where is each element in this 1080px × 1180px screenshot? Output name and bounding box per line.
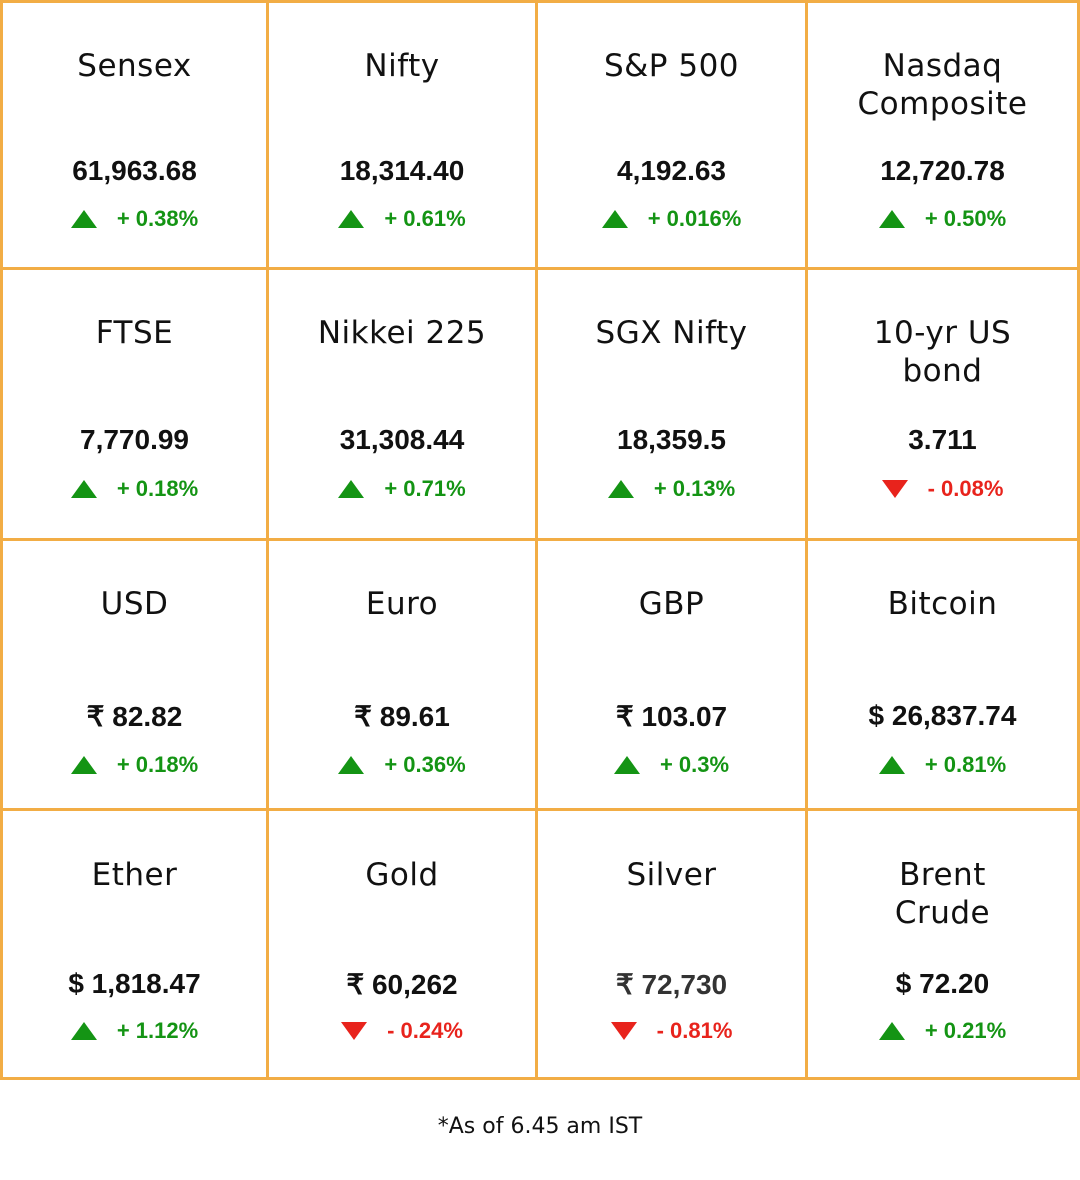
up-arrow-icon: [338, 756, 365, 774]
market-change: + 0.18%: [116, 476, 199, 501]
up-arrow-icon: [878, 1022, 905, 1040]
market-card-silver: Silver ₹ 72,730 - 0.81%: [538, 811, 808, 1077]
market-card-bitcoin: Bitcoin $ 26,837.74 + 0.81%: [808, 541, 1077, 811]
change-row: + 0.50%: [808, 203, 1077, 235]
market-change: - 0.08%: [927, 476, 1004, 501]
market-card-euro: Euro ₹ 89.61 + 0.36%: [269, 541, 538, 811]
change-row: + 1.12%: [3, 1015, 266, 1047]
up-arrow-icon: [70, 756, 97, 774]
up-arrow-icon: [613, 756, 640, 774]
change-row: + 0.81%: [808, 749, 1077, 781]
change-row: + 0.13%: [538, 473, 805, 505]
market-change: + 0.13%: [653, 476, 736, 501]
market-value: 12,720.78: [880, 155, 1005, 186]
market-change: + 0.61%: [384, 206, 466, 231]
market-name: USD: [100, 586, 169, 622]
market-change: + 0.016%: [647, 206, 742, 231]
market-value: $ 72.20: [895, 968, 990, 999]
market-card-usd: USD ₹ 82.82 + 0.18%: [3, 541, 269, 811]
market-name: Nikkei 225: [317, 315, 487, 351]
change-row: - 0.24%: [269, 1015, 535, 1047]
change-row: + 0.3%: [538, 749, 805, 781]
market-value: 31,308.44: [339, 424, 465, 455]
up-arrow-icon: [70, 210, 97, 228]
up-arrow-icon: [338, 480, 365, 498]
market-card-nasdaq: Nasdaq Composite 12,720.78 + 0.50%: [808, 3, 1077, 270]
up-arrow-icon: [70, 480, 97, 498]
down-arrow-icon: [610, 1022, 637, 1040]
market-card-brent-crude: Brent Crude $ 72.20 + 0.21%: [808, 811, 1077, 1077]
market-change: + 0.18%: [116, 752, 199, 777]
market-value: ₹ 89.61: [354, 701, 450, 732]
market-value: 18,314.40: [339, 155, 465, 186]
down-arrow-icon: [881, 480, 908, 498]
up-arrow-icon: [607, 480, 634, 498]
market-change: + 1.12%: [116, 1018, 199, 1043]
market-name: Nifty: [364, 48, 440, 84]
down-arrow-icon: [341, 1022, 368, 1040]
market-value: 3.711: [908, 424, 977, 455]
market-name: SGX Nifty: [595, 315, 748, 351]
market-value: 61,963.68: [72, 155, 197, 186]
market-value: ₹ 72,730: [615, 969, 728, 1000]
change-row: + 0.18%: [3, 473, 266, 505]
market-name: FTSE: [95, 315, 174, 351]
market-change: + 0.38%: [116, 206, 199, 231]
up-arrow-icon: [878, 210, 905, 228]
market-card-sensex: Sensex 61,963.68 + 0.38%: [3, 3, 269, 270]
up-arrow-icon: [70, 1022, 97, 1040]
market-name: S&P 500: [603, 48, 740, 84]
market-name: 10-yr US bond: [873, 315, 1012, 389]
market-change: - 0.24%: [387, 1018, 463, 1043]
market-change: + 0.36%: [384, 752, 466, 777]
market-card-us-bond: 10-yr US bond 3.711 - 0.08%: [808, 270, 1077, 541]
market-name: Bitcoin: [887, 586, 998, 622]
up-arrow-icon: [338, 210, 365, 228]
market-change: + 0.3%: [659, 752, 730, 777]
market-name: Ether: [91, 857, 178, 893]
market-name: Nasdaq Composite: [857, 48, 1028, 122]
change-row: + 0.38%: [3, 203, 266, 235]
market-name: GBP: [638, 586, 705, 622]
change-row: + 0.18%: [3, 749, 266, 781]
market-card-gold: Gold ₹ 60,262 - 0.24%: [269, 811, 538, 1077]
market-card-sp500: S&P 500 4,192.63 + 0.016%: [538, 3, 808, 270]
market-value: 4,192.63: [617, 155, 726, 186]
market-change: + 0.81%: [924, 752, 1007, 777]
market-name: Sensex: [77, 48, 192, 84]
market-value: ₹ 60,262: [346, 969, 458, 1000]
market-value: 7,770.99: [80, 424, 189, 455]
change-row: + 0.71%: [269, 473, 535, 505]
change-row: + 0.36%: [269, 749, 535, 781]
change-row: + 0.21%: [808, 1015, 1077, 1047]
market-card-nifty: Nifty 18,314.40 + 0.61%: [269, 3, 538, 270]
change-row: - 0.81%: [538, 1015, 805, 1047]
market-card-ftse: FTSE 7,770.99 + 0.18%: [3, 270, 269, 541]
market-card-ether: Ether $ 1,818.47 + 1.12%: [3, 811, 269, 1077]
timestamp-footnote: *As of 6.45 am IST: [437, 1114, 643, 1139]
market-change: + 0.50%: [924, 206, 1007, 231]
market-value: ₹ 82.82: [86, 701, 183, 732]
market-grid: Sensex 61,963.68 + 0.38% Nifty 18,314.40…: [0, 0, 1080, 1080]
market-value: 18,359.5: [617, 424, 726, 455]
market-change: - 0.81%: [656, 1018, 733, 1043]
market-card-sgx-nifty: SGX Nifty 18,359.5 + 0.13%: [538, 270, 808, 541]
up-arrow-icon: [601, 210, 628, 228]
market-name: Silver: [626, 857, 717, 893]
market-change: + 0.71%: [384, 476, 466, 501]
market-value: $ 26,837.74: [868, 700, 1017, 731]
market-card-nikkei: Nikkei 225 31,308.44 + 0.71%: [269, 270, 538, 541]
market-name: Euro: [365, 586, 439, 622]
change-row: + 0.016%: [538, 203, 805, 235]
market-value: $ 1,818.47: [68, 968, 201, 999]
market-name: Brent Crude: [894, 857, 991, 931]
market-name: Gold: [365, 857, 439, 893]
change-row: + 0.61%: [269, 203, 535, 235]
change-row: - 0.08%: [808, 473, 1077, 505]
market-card-gbp: GBP ₹ 103.07 + 0.3%: [538, 541, 808, 811]
market-value: ₹ 103.07: [615, 701, 728, 732]
up-arrow-icon: [878, 756, 905, 774]
market-change: + 0.21%: [924, 1018, 1007, 1043]
